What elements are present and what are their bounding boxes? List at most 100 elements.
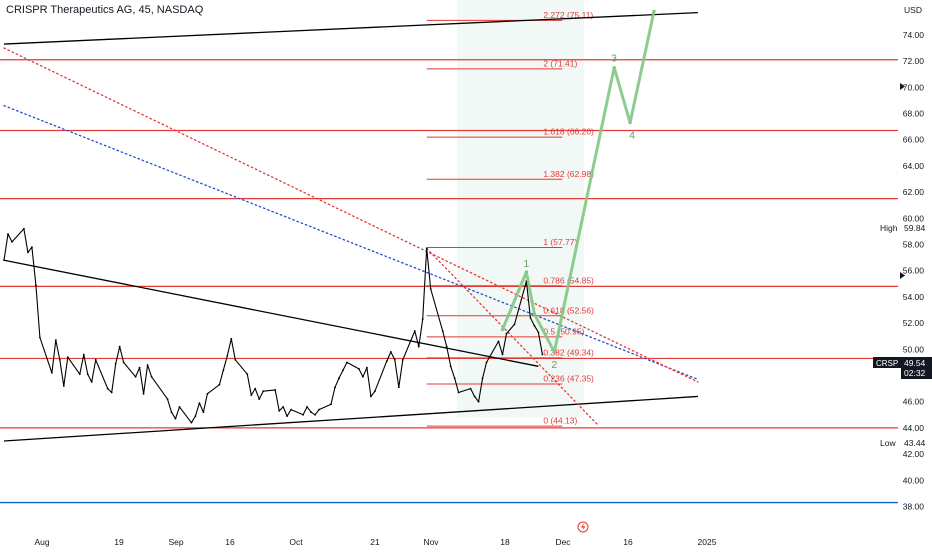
price-point: [449, 365, 452, 368]
price-point: [445, 345, 448, 348]
bar-countdown: 02:32: [904, 368, 926, 378]
y-tick-label: 38.00: [903, 501, 925, 511]
price-point: [389, 351, 392, 353]
x-tick-label: 18: [500, 537, 510, 547]
price-point: [62, 385, 65, 387]
price-point: [194, 415, 197, 417]
price-point: [413, 330, 416, 332]
price-point: [246, 373, 249, 376]
price-point: [282, 406, 285, 408]
price-point: [401, 358, 404, 361]
fib-level-label: 0.5 (50.95): [543, 326, 584, 336]
price-point: [306, 406, 308, 408]
wave-point: [524, 270, 529, 274]
arrow-icon: [900, 272, 905, 279]
price-point: [150, 375, 153, 378]
price-point: [82, 353, 85, 356]
fib-level-label: 1.618 (66.20): [543, 127, 594, 137]
low-badge: [870, 437, 932, 450]
wave-point: [612, 66, 616, 70]
wave-point: [500, 328, 505, 332]
price-point: [485, 361, 488, 364]
price-point: [226, 354, 229, 357]
price-point: [366, 366, 368, 369]
x-tick-label: 16: [623, 537, 633, 547]
red-dotted-trendline: [426, 247, 599, 426]
price-point: [290, 408, 293, 411]
price-point: [497, 340, 500, 343]
price-point: [218, 383, 221, 386]
fib-level-label: 1 (57.77): [543, 237, 577, 247]
price-point: [11, 240, 13, 243]
high-badge: [870, 222, 932, 235]
price-point: [58, 358, 61, 361]
price-point: [338, 377, 340, 380]
price-point: [541, 353, 544, 356]
y-tick-label: 54.00: [903, 292, 925, 302]
currency-label: USD: [904, 5, 922, 15]
price-point: [278, 409, 281, 412]
price-point: [373, 390, 376, 393]
y-tick-label: 50.00: [903, 344, 925, 354]
price-point: [453, 377, 456, 380]
price-point: [166, 398, 169, 400]
price-tag: [901, 357, 932, 379]
x-tick-label: Sep: [168, 537, 183, 547]
time-axis: Aug 19 Sep 16 Oct 21 Nov 18 Dec 16 2025: [0, 521, 932, 550]
high-value: 59.84: [904, 223, 926, 233]
price-point: [118, 345, 121, 348]
price-point: [138, 366, 141, 369]
price-point: [362, 375, 364, 378]
price-point: [142, 392, 145, 395]
fib-level-label: 0.618 (52.56): [543, 305, 594, 315]
wave-label: 1: [523, 258, 529, 270]
fib-level-label: 2 (71.41): [543, 58, 577, 68]
price-point: [38, 336, 41, 339]
price-point: [274, 389, 277, 391]
wave-label: 2: [551, 359, 557, 371]
y-tick-label: 74.00: [903, 30, 925, 40]
price-point: [31, 246, 33, 249]
x-tick-label: Oct: [289, 537, 303, 547]
price-point: [190, 421, 193, 424]
fib-level-label: 0 (44.13): [543, 416, 577, 426]
price-point: [7, 233, 9, 235]
y-tick-label: 40.00: [903, 475, 925, 485]
wave-label: 3: [611, 53, 617, 65]
fib-level-label: 0.236 (47.35): [543, 374, 594, 384]
price-point: [501, 353, 504, 356]
price-point: [314, 413, 316, 416]
price-point: [330, 403, 332, 406]
symbol-tag: [873, 357, 901, 368]
price-point: [318, 408, 320, 411]
price-point: [78, 373, 81, 376]
y-tick-label: 46.00: [903, 397, 925, 407]
price-point: [342, 369, 344, 372]
price-point: [258, 398, 261, 400]
wave-point: [652, 9, 656, 13]
price-point: [310, 411, 312, 414]
y-tick-label: 68.00: [903, 108, 925, 118]
wave-point: [532, 312, 537, 316]
chart-title: CRISPR Therapeutics AG, 45, NASDAQ: [4, 3, 206, 17]
price-point: [170, 411, 173, 414]
price-point: [397, 386, 400, 389]
low-label: Low: [880, 438, 896, 448]
price-point: [122, 361, 125, 364]
price-point: [537, 331, 540, 334]
price-point: [254, 387, 257, 390]
y-tick-label: 62.00: [903, 187, 925, 197]
price-point: [262, 390, 265, 393]
price-point: [457, 391, 460, 394]
price-point: [106, 387, 109, 390]
price-point: [222, 369, 225, 372]
price-point: [234, 358, 237, 361]
price-line: [3, 228, 543, 424]
trendline: [3, 259, 539, 367]
price-point: [533, 324, 536, 327]
price-axis: 74.00 72.00 70.00 68.00 66.00 64.00 62.00 60.00…: [870, 0, 932, 550]
price-point: [385, 360, 388, 362]
price-point: [421, 318, 424, 321]
